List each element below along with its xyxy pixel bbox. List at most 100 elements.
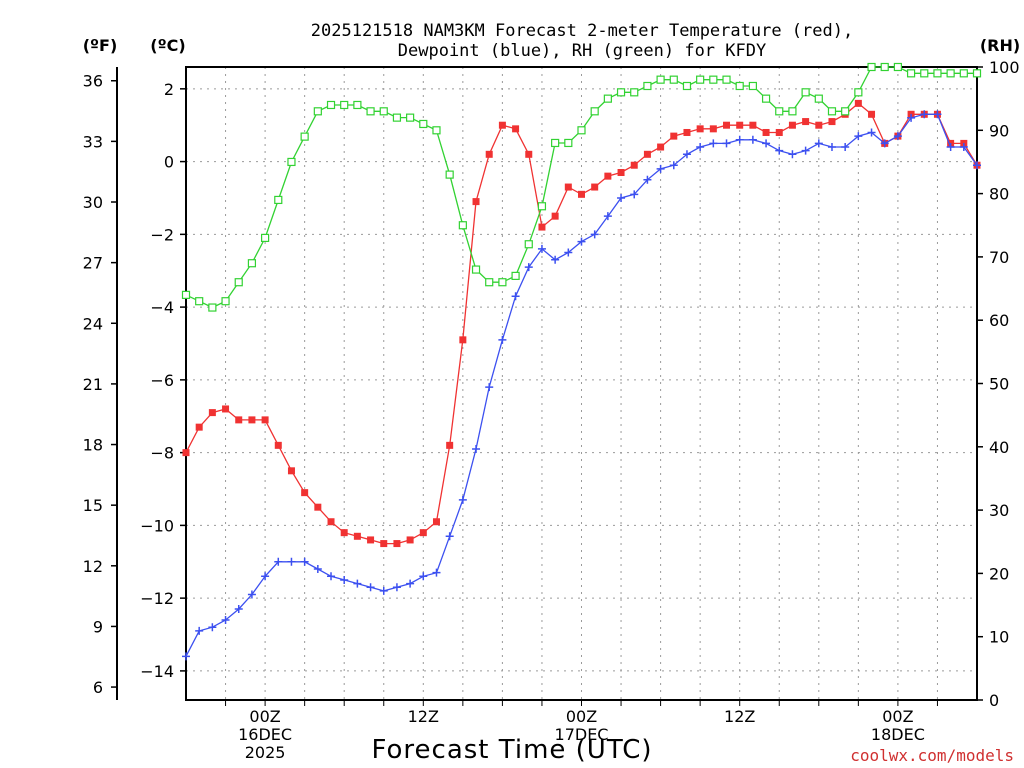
- rh-point: [195, 297, 204, 306]
- x-axis-label: Forecast Time (UTC): [371, 735, 652, 765]
- temperature-point: [274, 441, 282, 449]
- temperature-point: [367, 536, 375, 544]
- rh-point: [603, 94, 612, 103]
- dewpoint-point: [327, 572, 336, 581]
- rh-point: [458, 221, 467, 230]
- rh-point: [471, 265, 481, 274]
- rh-point: [366, 107, 375, 116]
- dewpoint-point: [946, 143, 955, 152]
- dewpoint-point: [867, 128, 876, 137]
- temperature-point: [195, 423, 203, 431]
- fahrenheit-tick-label: 18: [83, 436, 103, 455]
- rh-tick-label: 10: [989, 628, 1009, 647]
- rh-point: [696, 75, 705, 84]
- dewpoint-point: [564, 248, 573, 257]
- dewpoint-point: [722, 139, 731, 148]
- dewpoint-point: [933, 110, 942, 119]
- rh-point: [406, 113, 415, 122]
- temperature-point: [643, 150, 651, 158]
- rh-tick-label: 90: [989, 121, 1009, 140]
- dewpoint-point: [669, 161, 678, 170]
- rh-point: [564, 138, 573, 148]
- dewpoint-point: [959, 143, 968, 152]
- temperature-point: [432, 518, 440, 526]
- rh-tick-label: 40: [989, 438, 1009, 457]
- dewpoint-point: [485, 383, 494, 392]
- dewpoint-point: [234, 605, 243, 614]
- fahrenheit-tick-label: 15: [83, 496, 103, 515]
- series-dewpoint: [182, 110, 981, 661]
- dewpoint-point: [814, 139, 823, 148]
- temperature-point: [222, 405, 230, 413]
- temperature-point: [314, 503, 322, 511]
- rh-tick-label: 100: [989, 58, 1020, 77]
- temperature-point: [578, 190, 585, 198]
- temperature-point: [868, 110, 876, 118]
- celsius-tick-label: 2: [164, 80, 174, 99]
- rh-point: [577, 126, 586, 135]
- temperature-line: [185, 102, 978, 545]
- dewpoint-point: [524, 263, 533, 272]
- temperature-point: [512, 125, 520, 133]
- dewpoint-point: [208, 623, 217, 632]
- temperature-point: [670, 132, 678, 140]
- chart-title-line-2: Dewpoint (blue), RH (green) for KFDY: [398, 41, 766, 61]
- rh-point: [551, 138, 560, 148]
- rh-point: [247, 259, 257, 268]
- dewpoint-point: [696, 143, 705, 152]
- axes: 3633302724211815129620−2−4−6−8−10−12−141…: [83, 58, 1020, 710]
- rh-point: [353, 100, 362, 110]
- temperature-point: [788, 121, 796, 129]
- temperature-point: [393, 540, 401, 548]
- fahrenheit-tick-label: 30: [83, 193, 103, 212]
- temperature-point: [538, 223, 546, 231]
- dewpoint-point: [458, 495, 467, 504]
- dewpoint-point: [893, 132, 902, 141]
- rh-point: [761, 94, 771, 103]
- rh-point: [485, 278, 494, 287]
- rh-point: [933, 69, 942, 78]
- temperature-point: [775, 128, 783, 136]
- fahrenheit-tick-label: 9: [93, 617, 103, 636]
- rh-point: [340, 100, 349, 110]
- dewpoint-point: [445, 532, 454, 541]
- temperature-point: [828, 118, 836, 126]
- dewpoint-point: [630, 190, 639, 199]
- fahrenheit-tick-label: 12: [83, 557, 103, 576]
- rh-point: [920, 69, 929, 78]
- dewpoint-point: [735, 135, 744, 144]
- dewpoint-point: [406, 579, 415, 588]
- dewpoint-point: [590, 230, 599, 239]
- dewpoint-point: [498, 335, 507, 344]
- dewpoint-point: [775, 146, 784, 155]
- x-tick-label: 12Z: [408, 707, 439, 726]
- dewpoint-point: [880, 139, 889, 148]
- temperature-point: [327, 518, 335, 526]
- dewpoint-point: [432, 568, 441, 577]
- gridlines: [186, 67, 977, 700]
- dewpoint-point: [419, 572, 428, 581]
- dewpoint-point: [643, 175, 652, 184]
- dewpoint-point: [247, 590, 256, 599]
- x-tick-label: 17DEC: [555, 725, 609, 744]
- dewpoint-point: [287, 557, 296, 566]
- rh-point: [893, 62, 903, 72]
- dewpoint-point: [907, 113, 916, 122]
- dewpoint-point: [788, 150, 797, 159]
- rh-point: [669, 75, 678, 84]
- temperature-point: [301, 489, 309, 497]
- temperature-point: [683, 128, 691, 136]
- dewpoint-point: [801, 146, 810, 155]
- temperature-point: [287, 467, 295, 475]
- celsius-tick-label: −2: [150, 225, 174, 244]
- rh-point: [300, 132, 309, 141]
- rh-point: [775, 107, 784, 116]
- temperature-point: [551, 212, 559, 220]
- rh-point: [946, 69, 955, 78]
- temperature-point: [261, 416, 269, 424]
- temperature-point: [353, 532, 361, 540]
- rh-point: [630, 88, 639, 97]
- dewpoint-point: [827, 143, 836, 152]
- fahrenheit-tick-label: 27: [83, 254, 103, 273]
